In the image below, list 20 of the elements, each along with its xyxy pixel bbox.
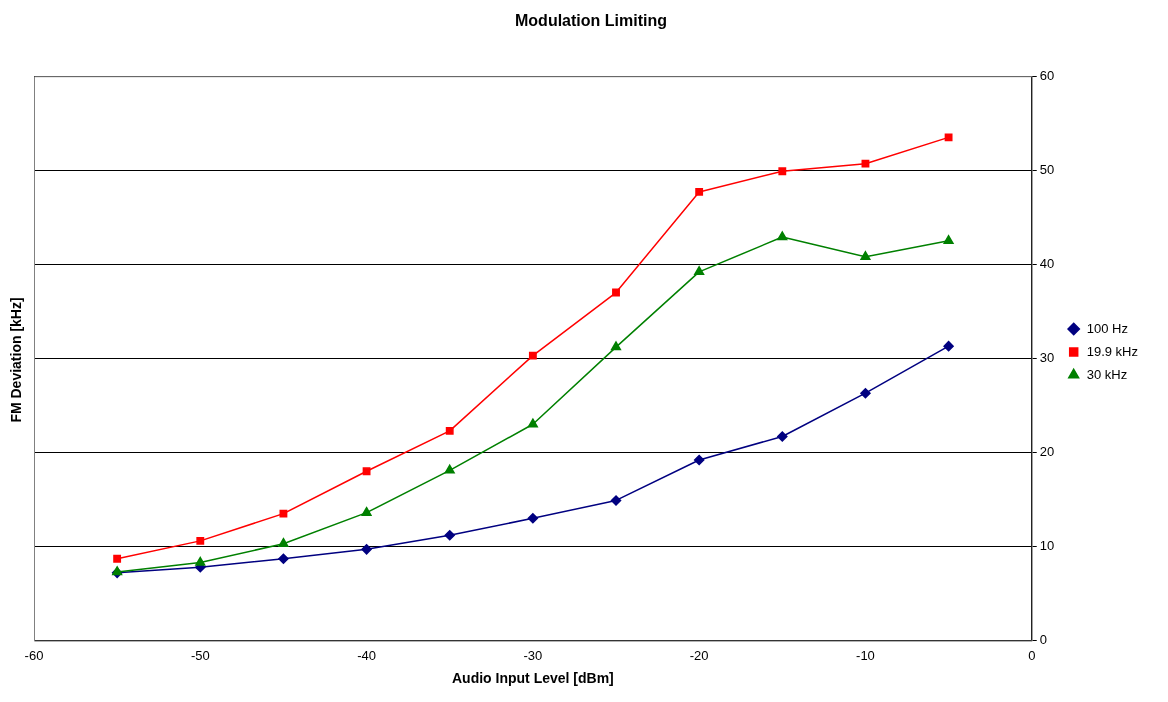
y-tick-label: 40: [1039, 255, 1055, 271]
y-axis-title: FM Deviation [kHz]: [8, 297, 24, 423]
x-axis-title: Audio Input Level [dBm]: [451, 670, 614, 687]
x-tick-label: -20: [689, 647, 709, 663]
x-tick-label: -60: [24, 647, 44, 663]
y-tick-label: 10: [1039, 538, 1055, 554]
x-tick-label: -30: [523, 647, 543, 663]
legend-label: 30 kHz: [1086, 366, 1128, 382]
y-tick-label: 30: [1039, 349, 1055, 365]
x-tick-label: -10: [856, 647, 875, 663]
chart-title: Modulation Limiting: [515, 12, 667, 30]
legend-label: 19.9 kHz: [1086, 343, 1139, 359]
y-tick-label: 0: [1039, 632, 1047, 648]
x-tick-label: 0: [1028, 647, 1036, 663]
x-tick-label: -40: [357, 647, 376, 663]
y-tick-label: 60: [1039, 67, 1055, 83]
x-tick-label: -50: [190, 647, 210, 663]
y-tick-label: 20: [1039, 444, 1055, 460]
legend-label: 100 Hz: [1086, 320, 1128, 336]
y-tick-label: 50: [1039, 161, 1055, 177]
